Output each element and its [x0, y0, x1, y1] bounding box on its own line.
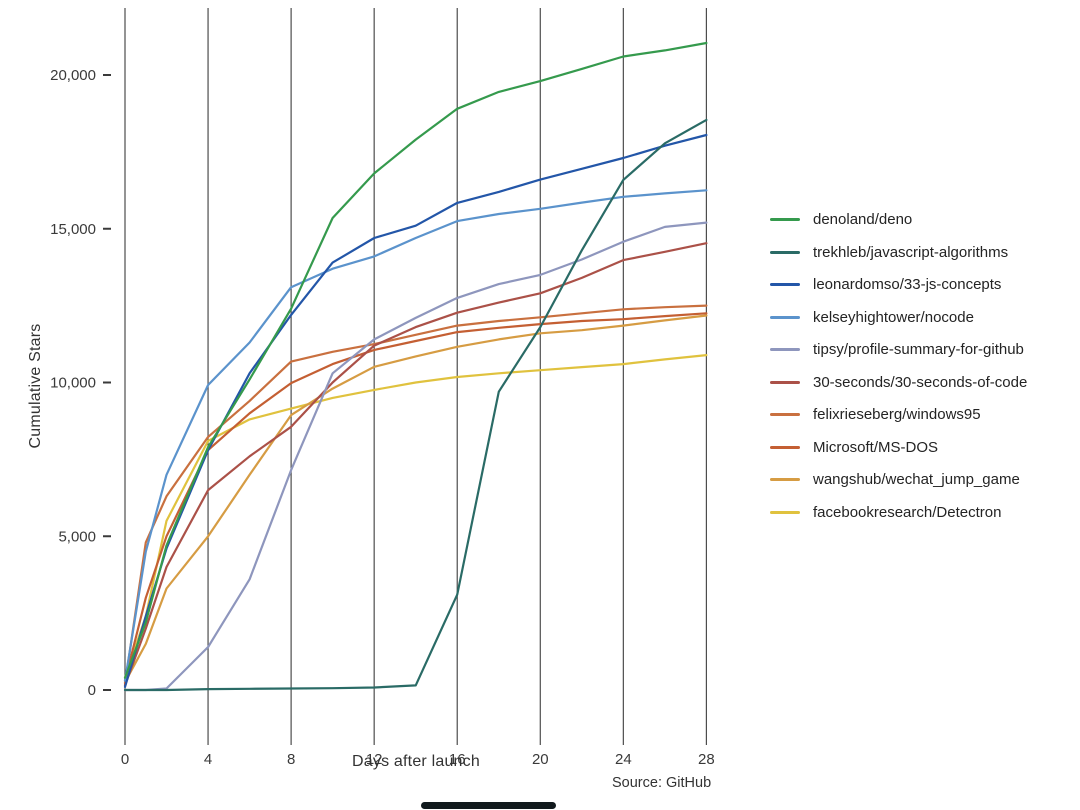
legend-label: wangshub/wechat_jump_game [813, 471, 1020, 488]
y-tick-label-5000: 5,000 [58, 528, 96, 545]
legend-item: leonardomso/33-js-concepts [770, 276, 1027, 293]
legend-swatch-line [770, 218, 800, 221]
series-line-kelseyhightower-nocode [123, 189, 708, 682]
x-tick-label-24: 24 [615, 751, 632, 768]
x-tick-label-20: 20 [532, 751, 549, 768]
legend-label: tipsy/profile-summary-for-github [813, 341, 1024, 358]
series-line-trekhleb-javascript-algorithms [123, 118, 708, 692]
legend-label: facebookresearch/Detectron [813, 503, 1002, 521]
legend-swatch-line [770, 445, 800, 449]
legend-swatch-line [770, 283, 800, 286]
y-tick-label-20000: 20,000 [50, 67, 96, 84]
series-line-felixrieseberg-windows95 [123, 304, 708, 686]
x-tick-label-0: 0 [121, 751, 129, 768]
legend-item: trekhleb/javascript-algorithms [770, 243, 1027, 261]
legend-label: leonardomso/33-js-concepts [813, 276, 1002, 293]
legend-label: trekhleb/javascript-algorithms [813, 243, 1009, 261]
series-line-tipsy-profile-summary-for-github [123, 221, 708, 692]
series-line-microsoft-ms-dos [123, 312, 708, 682]
y-tick-label-0: 0 [88, 682, 96, 699]
legend-label: 30-seconds/30-seconds-of-code [813, 373, 1028, 391]
legend-item: denoland/deno [770, 211, 1027, 228]
legend-item: wangshub/wechat_jump_game [770, 471, 1027, 488]
legend-item: felixrieseberg/windows95 [770, 406, 1027, 423]
legend-swatch-line [770, 315, 800, 319]
series-line-denoland-deno [123, 41, 708, 679]
legend-item: 30-seconds/30-seconds-of-code [770, 373, 1028, 391]
line-chart-plot: 0 4 8 12 16 20 24 28 0 5,000 10,000 15,000 20,000 [50, 8, 715, 768]
legend-item: tipsy/profile-summary-for-github [770, 341, 1027, 358]
series-line-30-seconds-30-seconds-of-code [123, 242, 708, 687]
series-line-facebookresearch-detectron [123, 354, 708, 679]
legend-swatch-line [770, 348, 800, 351]
x-tick-label-28: 28 [698, 751, 715, 768]
x-axis-title: Days after launch [352, 753, 480, 770]
legend-item: kelseyhightower/nocode [770, 308, 1027, 326]
y-axis-title: Cumulative Stars [27, 323, 44, 449]
legend-swatch-line [770, 510, 800, 514]
series-line-leonardomso-33-js-concepts [123, 133, 708, 689]
home-indicator-bar [421, 802, 556, 809]
series-line-wangshub-wechat-jump-game [123, 314, 708, 684]
chart-legend: denoland/deno trekhleb/javascript-algorit… [770, 211, 1028, 537]
x-tick-label-4: 4 [204, 751, 212, 768]
legend-swatch-line [770, 380, 800, 384]
legend-label: Microsoft/MS-DOS [813, 438, 939, 456]
legend-swatch-line [770, 478, 800, 481]
legend-item: Microsoft/MS-DOS [770, 438, 1027, 456]
legend-label: denoland/deno [813, 211, 913, 228]
source-note: Source: GitHub [612, 775, 712, 791]
x-tick-label-16: 16 [449, 751, 466, 768]
legend-label: kelseyhightower/nocode [813, 308, 974, 326]
x-tick-label-8: 8 [287, 751, 295, 768]
y-tick-label-10000: 10,000 [50, 375, 96, 392]
x-tick-label-12: 12 [366, 751, 383, 768]
legend-label: felixrieseberg/windows95 [813, 406, 981, 423]
legend-item: facebookresearch/Detectron [770, 503, 1027, 521]
legend-swatch-line [770, 250, 800, 254]
y-tick-label-15000: 15,000 [50, 221, 96, 238]
legend-swatch-line [770, 413, 800, 416]
